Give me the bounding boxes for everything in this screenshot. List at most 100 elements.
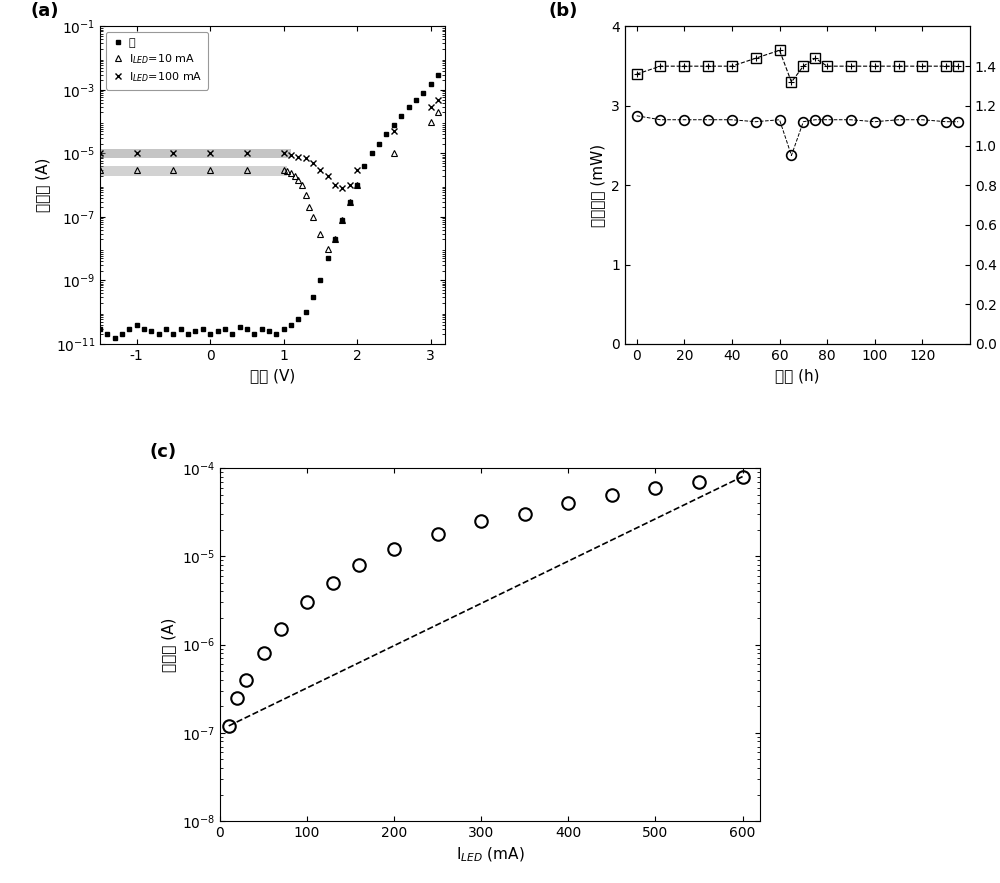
I$_{LED}$=100 mA (241, 148, 253, 159)
暗 (160, 323, 172, 334)
暗 (344, 197, 356, 208)
暗 (380, 129, 392, 140)
Line: I$_{LED}$=10 mA: I$_{LED}$=10 mA (97, 109, 441, 252)
暗 (226, 329, 238, 340)
I$_{LED}$=10 mA (351, 180, 363, 191)
暗 (197, 323, 209, 334)
暗 (322, 253, 334, 263)
I$_{LED}$=10 mA (131, 165, 143, 176)
暗 (373, 139, 385, 149)
I$_{LED}$=100 mA (94, 148, 106, 159)
I$_{LED}$=10 mA (300, 190, 312, 200)
暗 (241, 323, 253, 334)
I$_{LED}$=10 mA (425, 117, 437, 127)
Text: (a): (a) (31, 2, 59, 20)
I$_{LED}$=10 mA (204, 165, 216, 176)
暗 (425, 79, 437, 90)
I$_{LED}$=10 mA (307, 212, 319, 223)
暗 (204, 329, 216, 340)
I$_{LED}$=10 mA (292, 174, 304, 185)
暗 (292, 314, 304, 325)
I$_{LED}$=100 mA (388, 126, 400, 137)
暗 (175, 323, 187, 334)
I$_{LED}$=10 mA (289, 170, 301, 181)
I$_{LED}$=100 mA (351, 165, 363, 176)
I$_{LED}$=10 mA (322, 244, 334, 254)
I$_{LED}$=100 mA (204, 148, 216, 159)
I$_{LED}$=100 mA (167, 148, 179, 159)
I$_{LED}$=10 mA (314, 229, 326, 239)
I$_{LED}$=10 mA (303, 202, 315, 213)
X-axis label: 电压 (V): 电压 (V) (250, 368, 295, 383)
暗 (116, 329, 128, 340)
暗 (351, 180, 363, 191)
暗 (329, 234, 341, 245)
X-axis label: I$_{LED}$ (mA): I$_{LED}$ (mA) (456, 846, 524, 864)
Legend: 暗, I$_{LED}$=10 mA, I$_{LED}$=100 mA: 暗, I$_{LED}$=10 mA, I$_{LED}$=100 mA (106, 32, 208, 90)
暗 (189, 326, 201, 336)
暗 (101, 329, 113, 340)
暗 (417, 87, 429, 98)
暗 (388, 119, 400, 130)
暗 (263, 326, 275, 336)
暗 (314, 275, 326, 286)
I$_{LED}$=100 mA (432, 94, 444, 105)
I$_{LED}$=10 mA (329, 234, 341, 245)
暗 (278, 323, 290, 334)
暗 (182, 329, 194, 340)
I$_{LED}$=10 mA (278, 165, 290, 176)
I$_{LED}$=100 mA (322, 170, 334, 181)
暗 (153, 329, 165, 340)
I$_{LED}$=100 mA (292, 151, 304, 162)
Y-axis label: 输出功率 (mW): 输出功率 (mW) (590, 144, 605, 227)
I$_{LED}$=10 mA (336, 215, 348, 225)
暗 (270, 329, 282, 340)
I$_{LED}$=100 mA (344, 180, 356, 191)
I$_{LED}$=100 mA (131, 148, 143, 159)
暗 (94, 323, 106, 334)
暗 (366, 148, 378, 159)
I$_{LED}$=10 mA (344, 197, 356, 208)
暗 (138, 323, 150, 334)
暗 (248, 329, 260, 340)
I$_{LED}$=100 mA (329, 180, 341, 191)
暗 (410, 94, 422, 105)
Line: 暗: 暗 (98, 73, 440, 340)
Y-axis label: 光电流 (A): 光电流 (A) (35, 158, 50, 213)
I$_{LED}$=10 mA (296, 180, 308, 191)
I$_{LED}$=10 mA (167, 165, 179, 176)
I$_{LED}$=100 mA (336, 183, 348, 193)
I$_{LED}$=10 mA (94, 165, 106, 176)
I$_{LED}$=100 mA (425, 102, 437, 112)
I$_{LED}$=100 mA (285, 149, 297, 160)
暗 (109, 333, 121, 343)
暗 (395, 111, 407, 122)
暗 (212, 326, 224, 336)
I$_{LED}$=100 mA (300, 153, 312, 163)
I$_{LED}$=10 mA (281, 166, 293, 177)
I$_{LED}$=10 mA (285, 167, 297, 177)
Text: (b): (b) (549, 2, 578, 20)
X-axis label: 时间 (h): 时间 (h) (775, 368, 820, 383)
暗 (300, 307, 312, 318)
Line: I$_{LED}$=100 mA: I$_{LED}$=100 mA (97, 97, 441, 191)
暗 (432, 70, 444, 80)
暗 (219, 323, 231, 334)
暗 (234, 321, 246, 332)
I$_{LED}$=100 mA (314, 165, 326, 176)
暗 (145, 326, 157, 336)
I$_{LED}$=10 mA (241, 165, 253, 176)
暗 (167, 329, 179, 340)
暗 (256, 323, 268, 334)
I$_{LED}$=100 mA (278, 148, 290, 159)
Y-axis label: 光电流 (A): 光电流 (A) (161, 617, 176, 672)
暗 (307, 291, 319, 302)
I$_{LED}$=10 mA (432, 107, 444, 117)
暗 (403, 102, 415, 112)
暗 (285, 320, 297, 330)
Text: (c): (c) (150, 443, 177, 461)
I$_{LED}$=100 mA (307, 158, 319, 169)
暗 (358, 161, 370, 171)
暗 (336, 215, 348, 225)
暗 (123, 323, 135, 334)
